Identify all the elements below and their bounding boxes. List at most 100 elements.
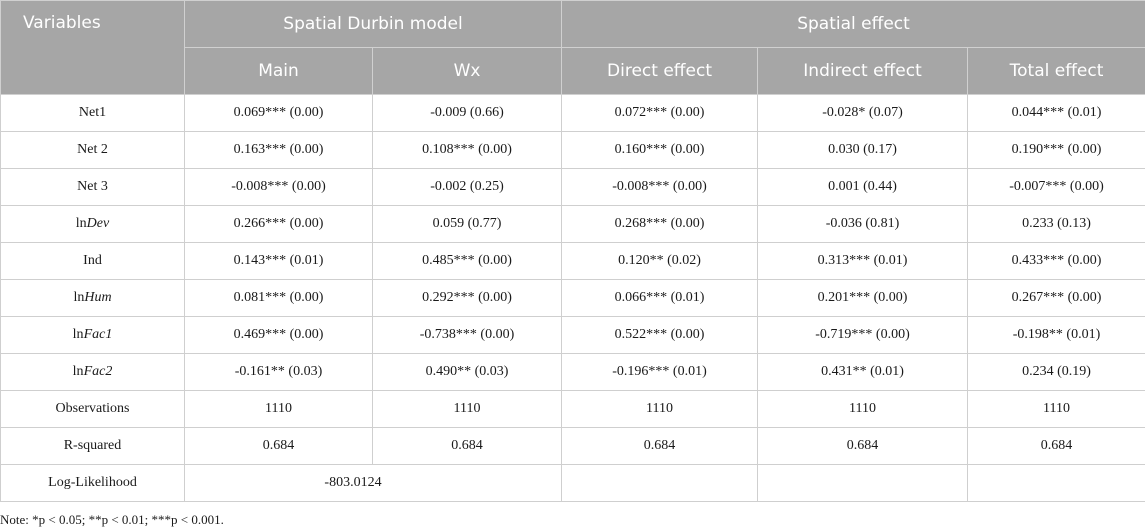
cell-indirect: 0.313*** (0.01) [757,242,969,280]
row-label: lnFac1 [0,316,185,354]
cell-main: -0.161** (0.03) [184,353,373,391]
cell-direct: 0.120** (0.02) [561,242,759,280]
cell-indirect: -0.036 (0.81) [757,205,969,243]
table-body: Net1 0.069*** (0.00) -0.009 (0.66) 0.072***… [0,94,1145,502]
cell-total: -0.198** (0.01) [967,316,1145,354]
cell-indirect: 0.030 (0.17) [757,131,969,169]
cell-main: 1110 [184,390,373,428]
cell-main: 0.163*** (0.00) [184,131,373,169]
cell-wx: -0.002 (0.25) [371,168,563,206]
row-label-text: Ind [83,253,102,268]
main-header: Main [184,47,373,95]
cell-total: 0.233 (0.13) [967,205,1145,243]
cell-wx: -0.009 (0.66) [371,94,563,132]
regression-table: Variables Spatial Durbin model Spatial e… [0,0,1145,502]
cell-indirect: 0.201*** (0.00) [757,279,969,317]
row-label-text: Hum [84,290,112,305]
cell-direct: 0.522*** (0.00) [561,316,759,354]
cell-main: 0.469*** (0.00) [184,316,373,354]
cell-wx: -0.738*** (0.00) [371,316,563,354]
cell-total: 0.267*** (0.00) [967,279,1145,317]
row-label-text: Observations [55,401,130,416]
row-label-text: Net1 [78,105,107,120]
cell-wx: 0.108*** (0.00) [371,131,563,169]
row-label-prefix: ln [72,327,84,342]
wx-header: Wx [371,47,563,95]
cell-wx: 0.684 [371,427,563,465]
row-label-text: Dev [86,216,110,231]
row-label: Observations [0,390,185,428]
table-row: Net 2 0.163*** (0.00) 0.108*** (0.00) 0.160… [0,131,1145,169]
cell-direct: 1110 [561,390,759,428]
spatial-effect-header: Spatial effect [561,0,1145,48]
row-label-prefix: ln [72,364,84,379]
cell-total: 1110 [967,390,1145,428]
row-label: R-squared [0,427,185,465]
table-row: Net1 0.069*** (0.00) -0.009 (0.66) 0.072***… [0,94,1145,132]
table-row: Observations 1110 1110 1110 1110 1110 [0,390,1145,428]
variables-header: Variables [0,0,185,95]
row-label: lnDev [0,205,185,243]
row-label: lnHum [0,279,185,317]
table-note: Note: *p < 0.05; **p < 0.01; ***p < 0.00… [0,512,224,527]
direct-effect-header: Direct effect [561,47,759,95]
row-label-text: R-squared [63,438,122,453]
row-label-text: Net 3 [77,179,108,194]
cell-empty [561,464,759,502]
cell-indirect: 0.684 [757,427,969,465]
row-label: Log-Likelihood [0,464,185,502]
cell-total: 0.433*** (0.00) [967,242,1145,280]
row-label: Ind [0,242,185,280]
cell-direct: 0.066*** (0.01) [561,279,759,317]
row-label-prefix: ln [73,290,85,305]
table-row: lnDev 0.266*** (0.00) 0.059 (0.77) 0.268***… [0,205,1145,243]
table-row-loglik: Log-Likelihood -803.0124 [0,464,1145,502]
row-label-text: Net 2 [77,142,108,157]
cell-direct: 0.160*** (0.00) [561,131,759,169]
row-label: Net1 [0,94,185,132]
table-row: lnHum 0.081*** (0.00) 0.292*** (0.00) 0.066… [0,279,1145,317]
cell-total: 0.684 [967,427,1145,465]
header-row-1: Variables Spatial Durbin model Spatial e… [0,0,1145,95]
cell-main: 0.266*** (0.00) [184,205,373,243]
spatial-durbin-header: Spatial Durbin model [183,0,563,48]
cell-wx: 0.059 (0.77) [371,205,563,243]
cell-direct: -0.008*** (0.00) [561,168,759,206]
cell-total: 0.190*** (0.00) [967,131,1145,169]
cell-direct: 0.268*** (0.00) [561,205,759,243]
cell-direct: -0.196*** (0.01) [561,353,759,391]
cell-wx: 0.292*** (0.00) [371,279,563,317]
table-row: Ind 0.143*** (0.01) 0.485*** (0.00) 0.120**… [0,242,1145,280]
cell-empty [967,464,1145,502]
cell-wx: 1110 [371,390,563,428]
cell-direct: 0.684 [561,427,759,465]
row-label-text: Fac2 [83,364,113,379]
table-row: Net 3 -0.008*** (0.00) -0.002 (0.25) -0.008… [0,168,1145,206]
cell-total: -0.007*** (0.00) [967,168,1145,206]
table-row: lnFac2 -0.161** (0.03) 0.490** (0.03) -0.19… [0,353,1145,391]
cell-indirect: -0.028* (0.07) [757,94,969,132]
loglik-value: -803.0124 [183,464,563,502]
row-label-text: Fac1 [83,327,113,342]
cell-main: 0.143*** (0.01) [184,242,373,280]
cell-main: 0.684 [184,427,373,465]
indirect-effect-header: Indirect effect [757,47,969,95]
table-row: R-squared 0.684 0.684 0.684 0.684 0.684 [0,427,1145,465]
row-label: lnFac2 [0,353,185,391]
cell-main: 0.081*** (0.00) [184,279,373,317]
cell-indirect: -0.719*** (0.00) [757,316,969,354]
cell-indirect: 0.431** (0.01) [757,353,969,391]
row-label-prefix: ln [75,216,87,231]
cell-indirect: 0.001 (0.44) [757,168,969,206]
cell-wx: 0.490** (0.03) [371,353,563,391]
cell-total: 0.044*** (0.01) [967,94,1145,132]
cell-wx: 0.485*** (0.00) [371,242,563,280]
total-effect-header: Total effect [967,47,1145,95]
table-row: lnFac1 0.469*** (0.00) -0.738*** (0.00) 0.5… [0,316,1145,354]
loglik-value-text: -803.0124 [324,475,382,490]
cell-direct: 0.072*** (0.00) [561,94,759,132]
header-row-2: Main Wx Direct effect Indirect effect To… [1,47,1145,95]
cell-empty [757,464,969,502]
cell-indirect: 1110 [757,390,969,428]
cell-main: -0.008*** (0.00) [184,168,373,206]
